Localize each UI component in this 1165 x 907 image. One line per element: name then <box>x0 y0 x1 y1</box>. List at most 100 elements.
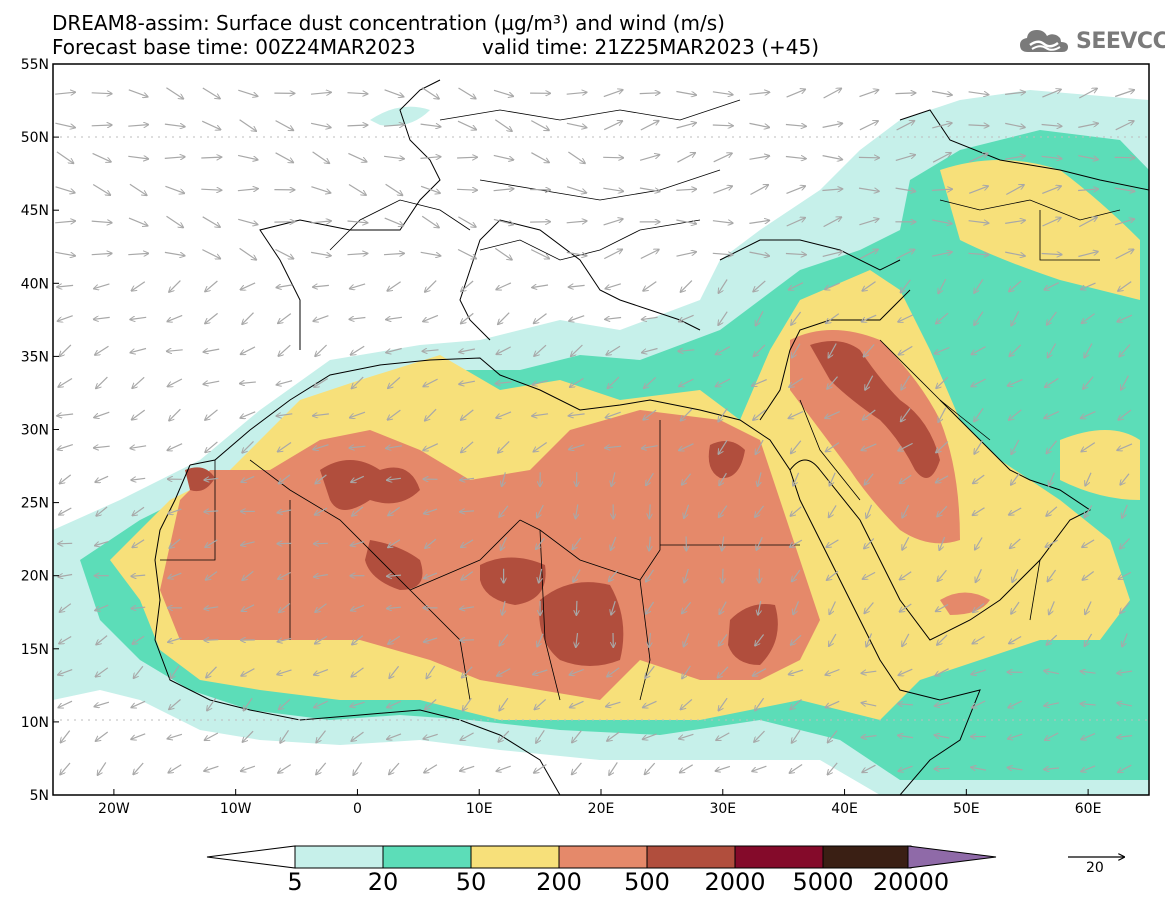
wind-vector <box>749 122 770 127</box>
wind-vector <box>968 186 988 194</box>
wind-vector <box>128 89 148 97</box>
wind-vector <box>862 281 876 291</box>
wind-vector <box>973 474 985 483</box>
wind-vector <box>1047 311 1057 325</box>
wind-vector <box>682 665 691 679</box>
wind-vector <box>241 475 255 482</box>
wind-vector <box>348 183 366 196</box>
wind-vector <box>241 282 256 290</box>
wind-vector <box>1044 671 1060 674</box>
wind-vector <box>96 731 109 741</box>
wind-vector <box>829 343 837 358</box>
map-gridlines <box>53 136 1149 721</box>
wind-vector <box>1078 123 1098 128</box>
wind-vector <box>168 508 182 514</box>
wind-vector <box>532 285 549 288</box>
wind-vector <box>902 504 910 517</box>
colorbar-label: 5000 <box>792 868 854 896</box>
wind-vector <box>1009 635 1022 644</box>
wind-vector <box>829 633 837 646</box>
wind-vector <box>570 668 584 675</box>
wind-vector <box>899 345 913 354</box>
wind-vector <box>1081 765 1096 772</box>
wind-vector <box>790 764 803 773</box>
wind-vector <box>789 377 803 387</box>
wind-vector <box>723 568 724 583</box>
wind-vector <box>240 411 256 418</box>
wind-vector <box>756 439 764 454</box>
wind-vector <box>826 442 840 452</box>
wind-vector <box>719 505 728 517</box>
dust-band-500-2000 <box>810 341 940 478</box>
wind-vector <box>240 382 256 384</box>
wind-vector <box>353 762 363 775</box>
wind-vector <box>1009 344 1022 356</box>
wind-vector <box>976 569 982 582</box>
wind-vector <box>791 506 802 516</box>
wind-vector <box>719 601 727 614</box>
wind-vector <box>134 665 144 678</box>
wind-vector <box>1005 220 1025 223</box>
colorbar-label: 20000 <box>872 868 950 896</box>
wind-vector <box>1082 313 1095 323</box>
seevccc-logo: SEEVCCC <box>1018 26 1165 56</box>
lon-tick-label: 40E <box>831 801 858 817</box>
wind-vector <box>793 601 800 614</box>
wind-vector <box>275 248 294 259</box>
wind-vector <box>539 568 542 583</box>
wind-vector <box>207 697 217 710</box>
wind-vector <box>642 317 658 319</box>
wind-vector <box>1118 409 1132 420</box>
coastlines <box>154 79 1149 795</box>
wind-vector <box>460 765 475 771</box>
wind-vector <box>611 601 616 614</box>
wind-vector <box>352 635 364 645</box>
wind-vector <box>1005 92 1025 94</box>
wind-vector <box>828 730 838 743</box>
wind-vector <box>386 446 402 449</box>
wind-vector <box>936 475 949 483</box>
wind-vector <box>1117 671 1133 673</box>
wind-vector <box>750 185 769 196</box>
wind-vector <box>532 380 548 385</box>
wind-vector <box>1078 189 1098 191</box>
wind-vector <box>57 285 74 287</box>
wind-vector <box>423 314 439 321</box>
wind-vector <box>461 409 474 420</box>
wind-vector <box>460 640 475 641</box>
wind-vector <box>128 217 148 226</box>
wind-vector <box>606 701 621 706</box>
wind-vector <box>499 697 509 710</box>
wind-vector <box>384 217 404 226</box>
wind-vector <box>1009 409 1022 420</box>
wind-vector <box>310 92 331 94</box>
wind-vector <box>682 473 692 485</box>
lat-tick-label: 45N <box>21 203 49 219</box>
wind-vector <box>277 285 293 288</box>
wind-vector <box>424 508 438 513</box>
wind-vector <box>535 698 547 709</box>
wind-vector <box>457 189 477 190</box>
wind-vector <box>60 603 72 612</box>
wind-vector <box>1042 89 1060 98</box>
wind-vector <box>95 701 110 706</box>
wind-vector <box>1118 764 1132 772</box>
wind-vector <box>719 697 728 710</box>
wind-vector <box>713 186 732 194</box>
wind-vector <box>313 444 329 450</box>
wind-vector <box>531 152 549 163</box>
wind-vector <box>900 571 912 580</box>
colorbar-swatch <box>558 845 648 869</box>
wind-vector <box>534 344 547 356</box>
wind-vector <box>639 155 659 161</box>
wind-vector <box>494 247 512 259</box>
wind-vector <box>1117 703 1133 706</box>
wind-vector <box>498 730 510 742</box>
wind-vector <box>315 344 328 356</box>
wind-vector <box>204 765 219 771</box>
wind-vector <box>827 376 838 389</box>
colorbar-swatch <box>734 845 824 869</box>
wind-vector <box>566 122 587 127</box>
wind-vector <box>822 189 842 191</box>
wind-vector <box>972 700 986 708</box>
